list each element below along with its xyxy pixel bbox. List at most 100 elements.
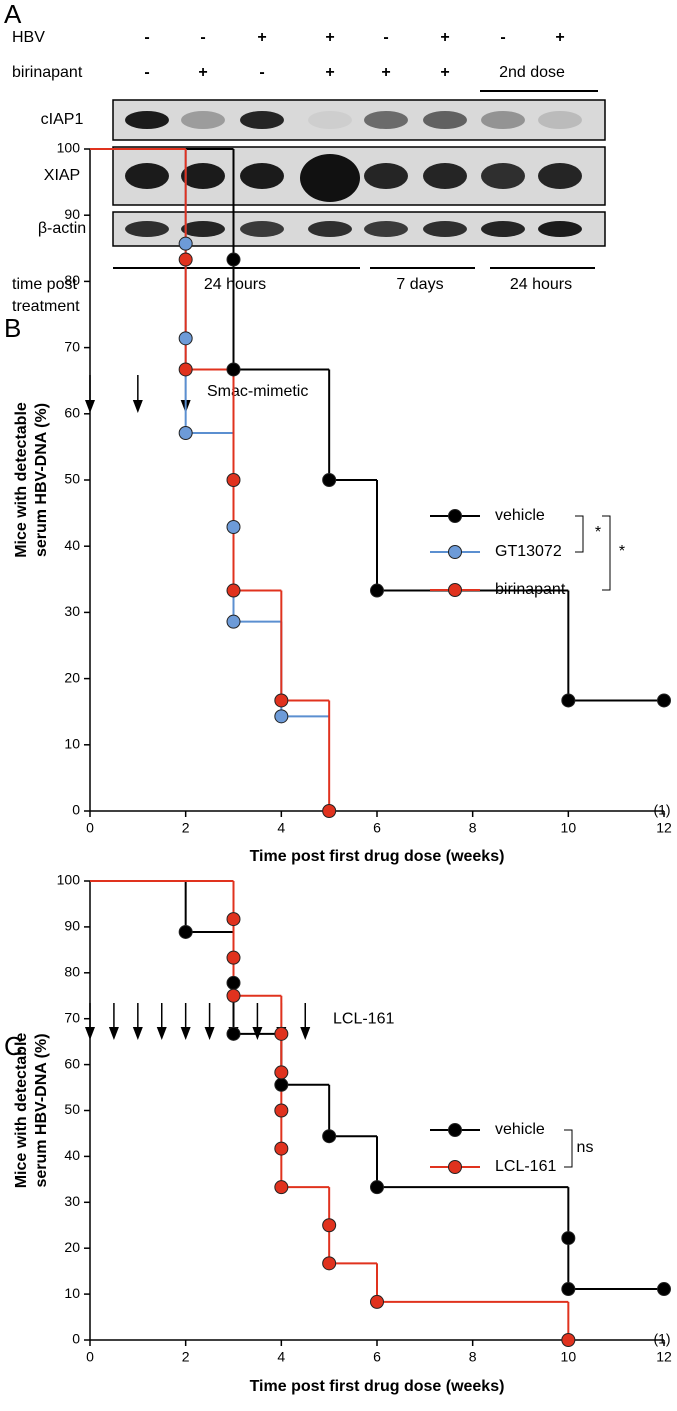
arrow-head <box>85 400 95 413</box>
marker <box>226 912 241 927</box>
arrow-head <box>132 400 143 413</box>
marker <box>226 614 241 629</box>
y-axis-label: serum HBV-DNA (%) <box>33 1033 50 1187</box>
band <box>364 163 408 189</box>
marker <box>561 1282 576 1297</box>
x-tick-label: 2 <box>182 1349 190 1365</box>
arrow-head <box>156 1027 167 1040</box>
band <box>481 221 525 237</box>
marker <box>561 1231 576 1246</box>
dose-arrow <box>204 1003 215 1040</box>
marker <box>322 1218 337 1233</box>
band <box>181 163 225 189</box>
marker <box>274 1180 289 1195</box>
lane-sign: - <box>144 64 149 81</box>
marker <box>226 975 241 990</box>
annotation: ns <box>577 1139 594 1156</box>
arrow-head <box>180 1027 191 1040</box>
lane-sign: + <box>198 64 207 81</box>
x-tick-label: 4 <box>277 1349 285 1365</box>
x-axis-label: Time post first drug dose (weeks) <box>250 1378 505 1395</box>
band <box>125 163 169 189</box>
time-group: 7 days <box>396 276 443 293</box>
legend-marker <box>448 545 462 559</box>
censor-note: (1) <box>653 802 670 818</box>
bracket <box>602 515 611 591</box>
lane-sign: + <box>257 29 266 46</box>
band <box>308 111 352 129</box>
y-tick-label: 50 <box>64 1101 80 1117</box>
band <box>538 163 582 189</box>
x-tick-label: 0 <box>86 820 94 836</box>
dose-arrow <box>85 375 95 413</box>
y-axis-label: Mice with detectable <box>13 1033 30 1189</box>
band <box>364 221 408 237</box>
marker <box>274 1141 289 1156</box>
x-tick-label: 10 <box>561 1349 577 1365</box>
x-tick-label: 2 <box>182 820 190 836</box>
panel-letter: B <box>4 313 21 343</box>
y-tick-label: 90 <box>64 206 80 222</box>
x-tick-label: 6 <box>373 820 381 836</box>
x-tick-label: 12 <box>656 1349 672 1365</box>
x-tick-label: 0 <box>86 1349 94 1365</box>
lane-sign: - <box>200 29 205 46</box>
x-tick-label: 8 <box>469 1349 477 1365</box>
arrow-head <box>85 1027 95 1040</box>
blot-label: cIAP1 <box>41 111 84 128</box>
band <box>181 221 225 237</box>
span-label: 2nd dose <box>499 64 565 81</box>
blot-label: XIAP <box>44 167 80 184</box>
band <box>125 221 169 237</box>
marker <box>226 520 241 535</box>
lane-sign: + <box>381 64 390 81</box>
legend-marker <box>448 509 462 523</box>
y-tick-label: 0 <box>72 802 80 818</box>
y-tick-label: 90 <box>64 918 80 934</box>
marker <box>178 425 193 440</box>
dose-arrow <box>85 1003 95 1040</box>
dose-arrow <box>300 1003 311 1040</box>
y-tick-label: 60 <box>64 405 80 421</box>
legend-label: vehicle <box>495 1121 545 1138</box>
arrow-head <box>132 1027 143 1040</box>
arrow-head <box>204 1027 215 1040</box>
marker <box>322 473 337 487</box>
legend-marker <box>448 1123 462 1137</box>
band <box>423 221 467 237</box>
y-tick-label: 20 <box>64 1239 80 1255</box>
marker <box>178 236 193 251</box>
y-tick-label: 20 <box>64 669 80 685</box>
marker <box>226 362 241 377</box>
dose-arrow <box>156 1003 167 1040</box>
y-tick-label: 30 <box>64 603 80 619</box>
lane-sign: - <box>500 29 505 46</box>
marker <box>322 804 337 818</box>
blot-label: β-actin <box>38 220 86 237</box>
y-axis-label: Mice with detectable <box>13 402 30 558</box>
marker <box>226 473 241 487</box>
censor-note: (1) <box>653 1331 670 1347</box>
legend-marker <box>448 583 462 597</box>
marker <box>561 693 576 708</box>
lane-sign: + <box>325 29 334 46</box>
blot-box <box>112 99 606 141</box>
panel-letter: A <box>4 0 22 29</box>
band <box>481 163 525 189</box>
y-tick-label: 10 <box>64 736 80 752</box>
lane-sign: + <box>440 29 449 46</box>
dose-arrow <box>132 1003 143 1040</box>
legend-label: birinapant <box>495 581 566 598</box>
dose-label: LCL-161 <box>333 1011 394 1028</box>
y-tick-label: 70 <box>64 1009 80 1025</box>
time-label: time post <box>12 276 77 293</box>
lane-sign: - <box>383 29 388 46</box>
marker <box>370 1180 384 1195</box>
time-group: 24 hours <box>204 276 266 293</box>
legend-marker <box>448 1160 462 1174</box>
lane-sign: - <box>144 29 149 46</box>
y-tick-label: 100 <box>57 140 81 156</box>
marker <box>370 1294 384 1309</box>
y-axis-label: serum HBV-DNA (%) <box>33 403 50 557</box>
